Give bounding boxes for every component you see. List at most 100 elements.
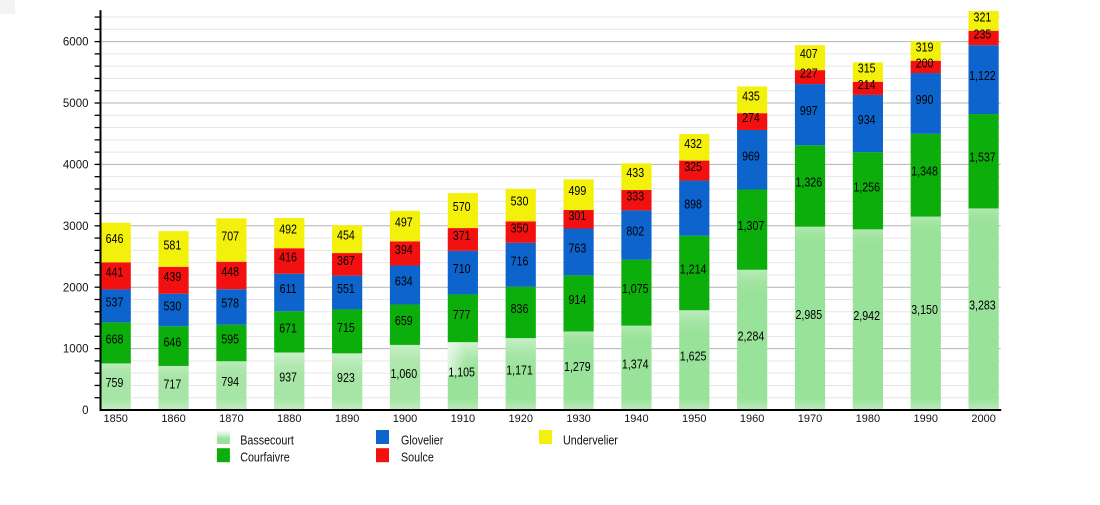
- svg-text:433: 433: [626, 165, 644, 180]
- svg-text:1,348: 1,348: [911, 164, 938, 179]
- svg-text:1860: 1860: [161, 413, 185, 425]
- svg-text:Soulce: Soulce: [401, 451, 434, 465]
- svg-text:794: 794: [221, 374, 239, 389]
- svg-text:2,942: 2,942: [853, 308, 880, 323]
- svg-text:2000: 2000: [63, 282, 89, 294]
- svg-text:802: 802: [626, 223, 644, 238]
- svg-text:914: 914: [568, 292, 586, 307]
- svg-text:537: 537: [106, 294, 124, 309]
- svg-text:1,279: 1,279: [564, 359, 591, 374]
- svg-text:1000: 1000: [63, 344, 89, 356]
- svg-text:321: 321: [974, 9, 992, 24]
- svg-text:1,374: 1,374: [622, 356, 649, 371]
- svg-text:1980: 1980: [856, 413, 880, 425]
- svg-text:1950: 1950: [682, 413, 706, 425]
- svg-text:394: 394: [395, 242, 413, 257]
- svg-text:2000: 2000: [971, 413, 995, 425]
- svg-text:715: 715: [337, 320, 355, 335]
- svg-text:1960: 1960: [740, 413, 764, 425]
- svg-text:1,326: 1,326: [795, 174, 822, 189]
- svg-text:1940: 1940: [624, 413, 648, 425]
- svg-text:454: 454: [337, 228, 355, 243]
- svg-text:3,150: 3,150: [911, 302, 938, 317]
- svg-text:1,214: 1,214: [680, 261, 707, 276]
- svg-text:717: 717: [163, 376, 181, 391]
- svg-text:581: 581: [163, 237, 181, 252]
- svg-text:634: 634: [395, 273, 413, 288]
- svg-text:1,122: 1,122: [969, 68, 996, 83]
- svg-text:319: 319: [916, 39, 934, 54]
- svg-text:836: 836: [511, 301, 529, 316]
- svg-text:2,284: 2,284: [738, 328, 765, 343]
- svg-text:333: 333: [626, 189, 644, 204]
- svg-text:595: 595: [221, 331, 239, 346]
- svg-text:301: 301: [568, 208, 586, 223]
- svg-text:707: 707: [221, 228, 239, 243]
- svg-text:668: 668: [106, 331, 124, 346]
- svg-text:Courfaivre: Courfaivre: [240, 451, 290, 465]
- svg-text:1870: 1870: [219, 413, 243, 425]
- svg-text:3000: 3000: [63, 221, 89, 233]
- svg-text:1,307: 1,307: [738, 218, 765, 233]
- svg-text:214: 214: [858, 77, 876, 92]
- svg-text:1,256: 1,256: [853, 179, 880, 194]
- svg-text:499: 499: [568, 183, 586, 198]
- svg-text:1900: 1900: [393, 413, 417, 425]
- svg-text:1850: 1850: [103, 413, 127, 425]
- svg-text:3,283: 3,283: [969, 298, 996, 313]
- svg-text:777: 777: [453, 307, 471, 322]
- svg-text:200: 200: [916, 55, 934, 70]
- svg-text:416: 416: [279, 249, 297, 264]
- svg-text:990: 990: [916, 92, 934, 107]
- svg-text:432: 432: [684, 136, 702, 151]
- svg-text:1930: 1930: [566, 413, 590, 425]
- svg-text:763: 763: [568, 240, 586, 255]
- svg-text:646: 646: [106, 231, 124, 246]
- svg-text:1880: 1880: [277, 413, 301, 425]
- svg-text:1970: 1970: [798, 413, 822, 425]
- svg-text:671: 671: [279, 320, 297, 335]
- svg-text:Bassecourt: Bassecourt: [240, 434, 294, 448]
- svg-text:325: 325: [684, 159, 702, 174]
- svg-text:227: 227: [800, 66, 818, 81]
- svg-text:315: 315: [858, 61, 876, 76]
- svg-text:710: 710: [453, 261, 471, 276]
- svg-text:716: 716: [511, 253, 529, 268]
- svg-text:1,171: 1,171: [506, 363, 533, 378]
- svg-text:371: 371: [453, 228, 471, 243]
- svg-text:350: 350: [511, 221, 529, 236]
- svg-text:4000: 4000: [63, 160, 89, 172]
- svg-text:1890: 1890: [335, 413, 359, 425]
- svg-text:5000: 5000: [63, 98, 89, 110]
- svg-text:6000: 6000: [63, 37, 89, 49]
- svg-text:530: 530: [511, 194, 529, 209]
- svg-text:1,060: 1,060: [390, 366, 417, 381]
- svg-text:551: 551: [337, 281, 355, 296]
- svg-text:570: 570: [453, 199, 471, 214]
- svg-text:923: 923: [337, 370, 355, 385]
- svg-text:1,537: 1,537: [969, 150, 996, 165]
- svg-text:1,105: 1,105: [448, 365, 475, 380]
- svg-text:1990: 1990: [913, 413, 937, 425]
- svg-text:937: 937: [279, 370, 297, 385]
- svg-text:492: 492: [279, 222, 297, 237]
- svg-text:611: 611: [280, 281, 297, 296]
- svg-text:1,075: 1,075: [622, 281, 649, 296]
- svg-text:934: 934: [858, 112, 876, 127]
- svg-text:1910: 1910: [451, 413, 475, 425]
- svg-text:969: 969: [742, 148, 760, 163]
- svg-text:1,625: 1,625: [680, 349, 707, 364]
- svg-text:Glovelier: Glovelier: [401, 434, 443, 448]
- svg-text:235: 235: [974, 26, 992, 41]
- svg-text:441: 441: [106, 264, 124, 279]
- svg-text:759: 759: [106, 375, 124, 390]
- svg-text:646: 646: [163, 335, 181, 350]
- svg-text:407: 407: [800, 46, 818, 61]
- svg-text:1920: 1920: [508, 413, 532, 425]
- svg-text:898: 898: [684, 197, 702, 212]
- svg-text:367: 367: [337, 253, 355, 268]
- svg-text:0: 0: [82, 405, 88, 417]
- svg-text:439: 439: [163, 269, 181, 284]
- svg-text:Undervelier: Undervelier: [563, 434, 618, 448]
- svg-text:659: 659: [395, 313, 413, 328]
